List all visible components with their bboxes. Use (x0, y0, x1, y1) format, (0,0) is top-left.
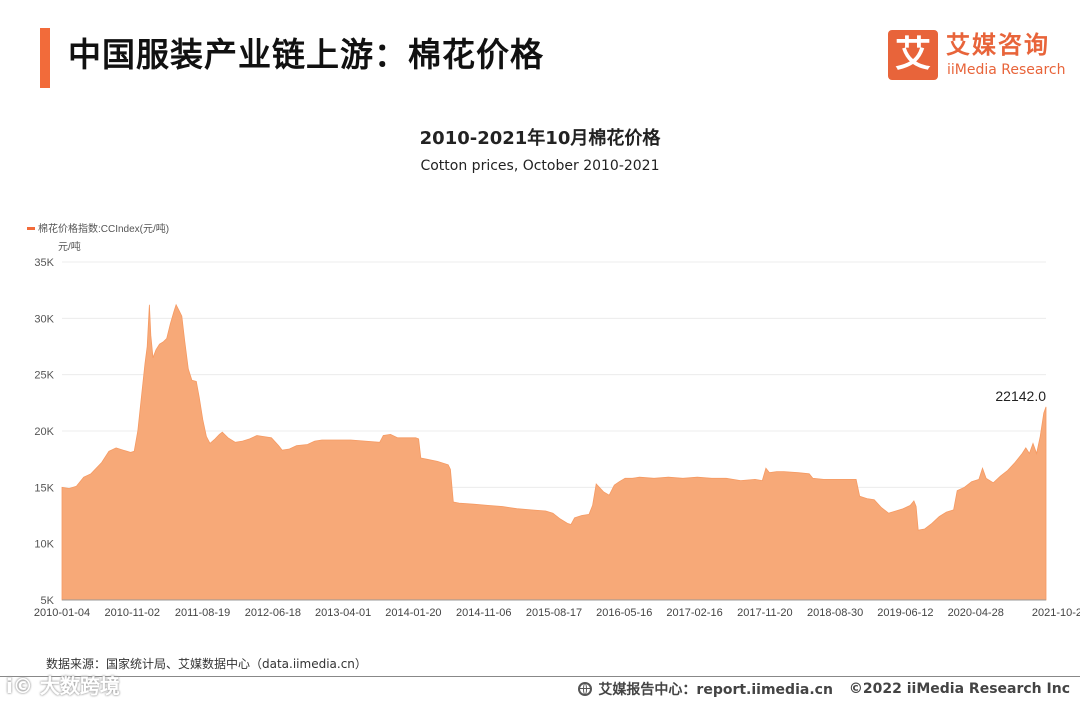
x-tick-label: 2017-02-16 (666, 607, 722, 619)
footer-credits: 艾媒报告中心：report.iimedia.cn ©2022 iiMedia R… (578, 679, 1070, 699)
watermark: i© 大数跨境 (6, 674, 120, 698)
logo-mark: 艾 (888, 30, 938, 80)
y-tick-label: 10K (34, 539, 54, 551)
globe-icon (578, 682, 593, 696)
copyright: ©2022 iiMedia Research Inc (848, 681, 1070, 697)
x-tick-label: 2014-01-20 (385, 607, 441, 619)
x-tick-label: 2017-11-20 (737, 607, 792, 619)
report-center-link[interactable]: 艾媒报告中心：report.iimedia.cn (598, 682, 833, 698)
x-tick-label: 2012-06-18 (245, 607, 301, 619)
y-axis-label: 元/吨 (58, 240, 81, 253)
logo-name-cn: 艾媒咨询 (946, 31, 1050, 59)
x-tick-label: 2010-01-04 (34, 607, 90, 619)
x-tick-labels: 2010-01-04 2010-11-02 2011-08-19 2012-06-18… (34, 607, 1080, 619)
chart-title: 2010-2021年10月棉花价格 (419, 128, 661, 149)
title-accent-bar (40, 28, 50, 88)
chart-legend: 棉花价格指数:CCIndex(元/吨) (27, 222, 169, 235)
x-tick-label: 2020-04-28 (948, 607, 1004, 619)
logo-name-en: iiMedia Research (947, 62, 1066, 78)
page-title: 中国服装产业链上游：棉花价格 (68, 35, 544, 74)
price-area (61, 303, 1047, 601)
x-tick-label: 2021-10-26 (1032, 607, 1080, 619)
last-value-label: 22142.0 (995, 388, 1046, 404)
legend-swatch (27, 227, 35, 230)
chart-subtitle: Cotton prices, October 2010-2021 (420, 158, 660, 174)
y-tick-label: 5K (41, 595, 55, 607)
x-tick-label: 2010-11-02 (105, 607, 160, 619)
footer-divider (0, 676, 1080, 677)
cotton-price-chart: 棉花价格指数:CCIndex(元/吨) 元/吨 5K 10K 15K 20K 25K 30… (27, 222, 1080, 619)
y-tick-label: 30K (34, 313, 54, 325)
brand-logo: 艾 艾媒咨询 iiMedia Research (888, 30, 1073, 82)
y-tick-label: 20K (34, 426, 54, 438)
x-tick-label: 2011-08-19 (175, 607, 230, 619)
x-tick-label: 2018-08-30 (807, 607, 863, 619)
x-tick-label: 2014-11-06 (456, 607, 511, 619)
x-tick-label: 2013-04-01 (315, 607, 371, 619)
legend-label: 棉花价格指数:CCIndex(元/吨) (38, 222, 169, 235)
x-tick-label: 2016-05-16 (596, 607, 652, 619)
y-tick-label: 35K (34, 257, 54, 269)
x-tick-label: 2015-08-17 (526, 607, 582, 619)
y-tick-label: 25K (34, 370, 54, 382)
y-tick-labels: 5K 10K 15K 20K 25K 30K 35K (34, 257, 54, 607)
x-tick-label: 2019-06-12 (877, 607, 933, 619)
data-source: 数据来源：国家统计局、艾媒数据中心（data.iimedia.cn） (46, 657, 367, 671)
y-tick-label: 15K (34, 482, 54, 494)
